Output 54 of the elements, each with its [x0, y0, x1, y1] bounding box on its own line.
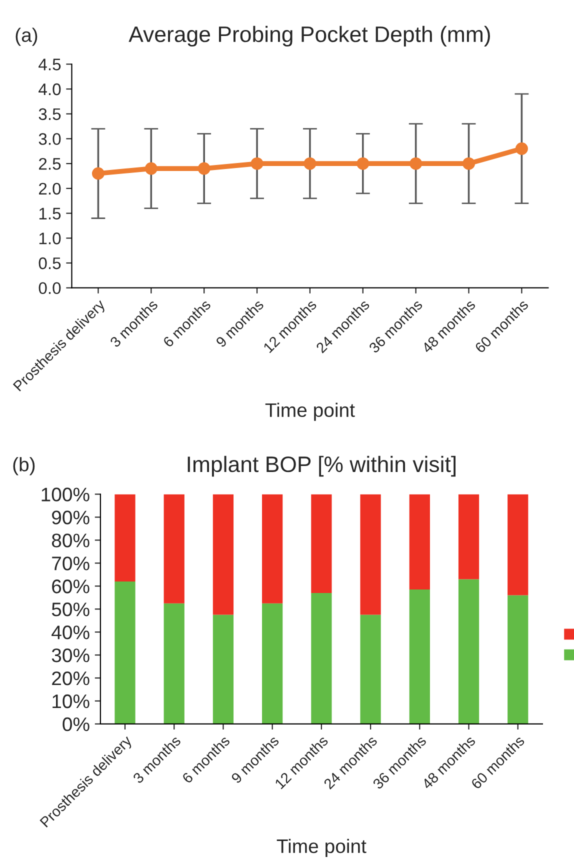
bar	[311, 592, 332, 724]
point	[144, 162, 158, 175]
point	[198, 162, 210, 175]
bar	[114, 494, 136, 582]
y-tick-label: 80%	[52, 534, 90, 548]
bar	[311, 494, 332, 593]
y-tick-label: 100%	[42, 488, 90, 502]
x-axis-title: Time point	[276, 838, 366, 857]
chart-title: Average Probing Pocket Depth (mm)	[128, 26, 490, 47]
bar	[458, 579, 480, 724]
point	[410, 157, 422, 170]
y-tick-label: 2.0	[39, 182, 61, 195]
y-tick-label: 40%	[52, 626, 90, 640]
bar	[262, 603, 283, 724]
bar	[212, 614, 234, 724]
point	[462, 157, 476, 170]
chart-title: Implant BOP [% within visit]	[188, 456, 456, 477]
point	[250, 157, 264, 170]
bar	[409, 494, 430, 590]
y-tick-label: 10%	[52, 694, 90, 708]
y-tick-label: 50%	[52, 602, 90, 616]
point	[515, 142, 528, 155]
y-tick-label: 4.0	[38, 83, 61, 96]
y-tick-label: 70%	[52, 556, 90, 570]
bar	[508, 494, 528, 596]
bar	[114, 581, 136, 724]
y-tick-label: 2.5	[39, 158, 61, 170]
y-tick-label: 0.5	[38, 257, 61, 270]
bar	[360, 494, 381, 615]
y-tick-label: 1.0	[39, 232, 61, 244]
y-tick-label: 1.5	[39, 208, 61, 220]
bar	[262, 494, 283, 604]
text: (b)	[13, 457, 35, 476]
y-tick-label: 4.5	[38, 58, 61, 70]
point	[304, 157, 316, 170]
bar	[458, 494, 480, 580]
x-axis-title: Time point	[265, 402, 355, 421]
text: (a)	[16, 28, 38, 46]
y-tick-label: 3.5	[38, 108, 61, 120]
y-tick-label: 30%	[52, 648, 90, 662]
y-tick-label: 60%	[52, 580, 90, 594]
y-tick-label: 20%	[52, 671, 90, 686]
bar	[164, 603, 184, 724]
point	[92, 167, 104, 180]
bar	[212, 494, 234, 615]
y-tick-label: 0%	[62, 717, 90, 732]
y-tick-label: 0.0	[38, 282, 61, 294]
point	[356, 157, 370, 170]
y-tick-label: 3.0	[38, 133, 61, 145]
bar	[508, 595, 528, 724]
bar	[360, 614, 381, 724]
bar	[409, 590, 430, 724]
y-tick-label: 90%	[52, 510, 90, 524]
bar	[164, 494, 184, 604]
